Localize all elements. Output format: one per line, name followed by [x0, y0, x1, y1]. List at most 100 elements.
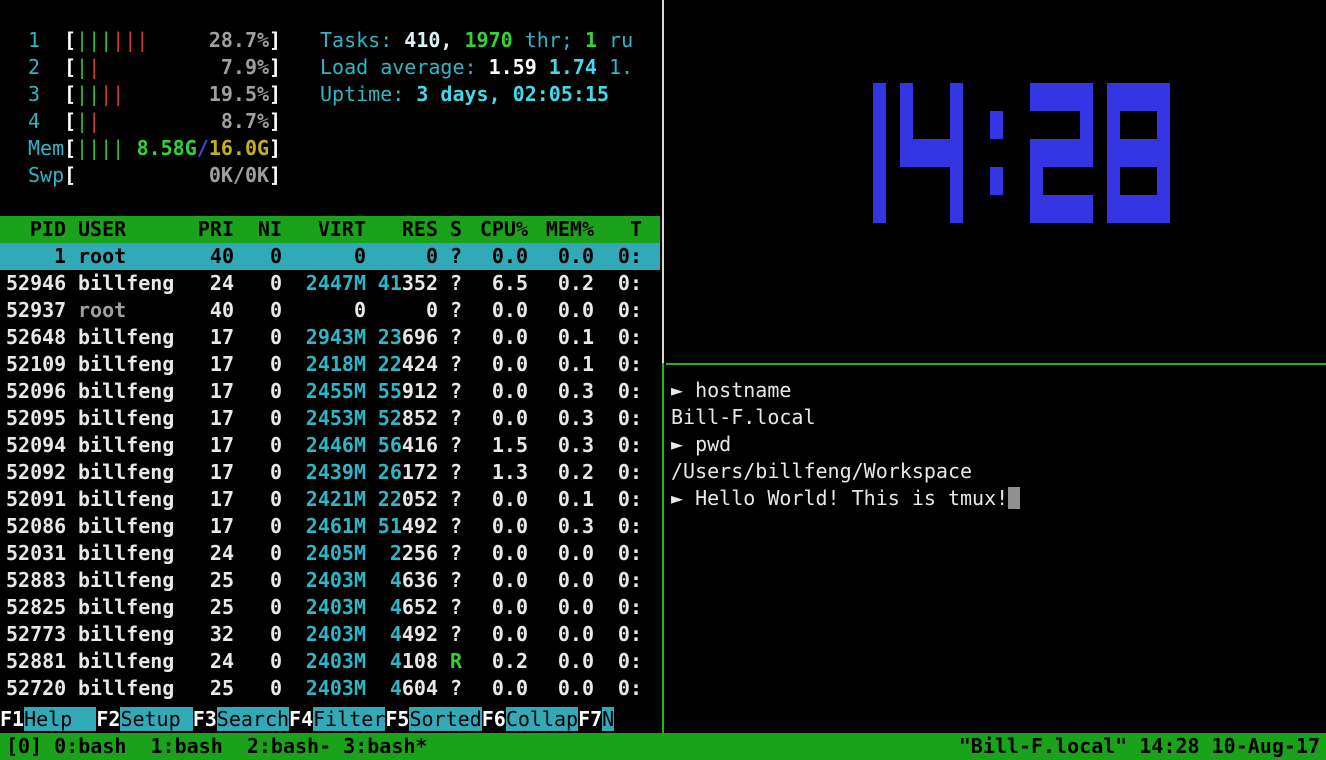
process-row[interactable]: 52937 root 40 0 0 0? 0.0 0.0 0: [0, 297, 660, 324]
terminal-line: Bill-F.local [671, 404, 1326, 431]
meter-bracket: ] [269, 55, 282, 79]
process-row[interactable]: 52881 billfeng 24 0 2403M 4108 R 0.2 0.0 0: [0, 648, 660, 675]
process-row[interactable]: 1 root 40 0 0 0? 0.0 0.0 0: [0, 243, 660, 270]
priority-cell: 24 [209, 271, 234, 295]
fkey-item-f2[interactable]: F2Setup [96, 706, 193, 733]
summary-segment [452, 28, 464, 52]
clock-cell [872, 111, 886, 139]
clock-cell [872, 167, 886, 195]
clock-pane[interactable] [666, 0, 1326, 360]
cpu-percent-cell: 0.0 [491, 406, 528, 430]
cpu-percent-cell: 1.3 [491, 460, 528, 484]
meter-label: 2 [28, 55, 41, 79]
clock-cell [949, 139, 963, 167]
res-cell: 22424 [366, 351, 438, 378]
fkey-item-f4[interactable]: F4Filter [289, 706, 386, 733]
time-cell: 0: [617, 379, 642, 403]
process-row[interactable]: 52773 billfeng 32 0 2403M 4492? 0.0 0.0 0: [0, 621, 660, 648]
process-row[interactable]: 52031 billfeng 24 0 2405M 2256? 0.0 0.0 0: [0, 540, 660, 567]
meter-bracket: [ [64, 109, 77, 133]
res-cell: 26172 [366, 459, 438, 486]
fkey-item-f7[interactable]: F7N [578, 706, 615, 733]
summary-segment [537, 55, 549, 79]
clock-cell [989, 111, 1003, 139]
tmux-window-item[interactable]: 2:bash- [246, 734, 344, 758]
prompt-arrow-icon: ► [671, 432, 696, 456]
process-row[interactable]: 52092 billfeng 17 0 2439M 26172? 1.3 0.2 0: [0, 459, 660, 486]
fkey-number: F6 [481, 707, 506, 731]
process-row[interactable]: 52883 billfeng 25 0 2403M 4636? 0.0 0.0 0: [0, 567, 660, 594]
time-cell: 0: [617, 271, 642, 295]
meter-bracket: ] [269, 82, 282, 106]
process-row[interactable]: 52648 billfeng 17 0 2943M 23696? 0.0 0.1 0: [0, 324, 660, 351]
state-cell: ? [449, 244, 462, 268]
state-cell: ? [449, 298, 462, 322]
pid-cell: 52773 [6, 622, 67, 646]
pid-cell: 52937 [6, 298, 67, 322]
process-row[interactable]: 52091 billfeng 17 0 2421M 22052? 0.0 0.1 0: [0, 486, 660, 513]
process-row[interactable]: 52094 billfeng 17 0 2446M 56416? 1.5 0.3 0: [0, 432, 660, 459]
mem-percent-cell: 0.2 [557, 271, 594, 295]
meter-value-segment: 16.0G [208, 136, 270, 160]
state-cell: ? [449, 433, 462, 457]
fkey-item-f3[interactable]: F3Search [193, 706, 290, 733]
clock-cell [1042, 195, 1080, 223]
time-cell: 0: [617, 622, 642, 646]
clock-cell [899, 139, 913, 167]
res-rest: 256 [401, 541, 438, 565]
clock-cell [1079, 83, 1093, 111]
meter-bars: |||| [76, 135, 124, 162]
res-megabytes: 4 [389, 649, 402, 673]
fkey-item-f5[interactable]: F5Sorted [385, 706, 482, 733]
process-row[interactable]: 52720 billfeng 25 0 2403M 4604? 0.0 0.0 0: [0, 675, 660, 702]
user-cell: billfeng [78, 568, 175, 592]
meter-bracket: [ [64, 82, 77, 106]
clock-cell [899, 83, 913, 111]
tmux-status-bar: [0] 0:bash 1:bash 2:bash- 3:bash* "Bill-… [0, 733, 1326, 760]
summary-segment: thr; [512, 28, 585, 52]
tmux-window-item[interactable]: 3:bash* [343, 734, 428, 758]
process-row[interactable]: 52096 billfeng 17 0 2455M 55912? 0.0 0.3 0: [0, 378, 660, 405]
pane-border-horizontal[interactable] [666, 360, 1326, 367]
nice-cell: 0 [269, 676, 282, 700]
user-cell: billfeng [78, 622, 175, 646]
time-cell: 0: [617, 352, 642, 376]
pid-cell: 52883 [6, 568, 67, 592]
pid-cell: 52825 [6, 595, 67, 619]
tmux-window-item[interactable]: 1:bash [150, 734, 247, 758]
fkey-item-f1[interactable]: F1Help [0, 706, 97, 733]
cpu-percent-cell: 6.5 [491, 271, 528, 295]
table-header-row[interactable]: PID USER PRI NI VIRT RES S CPU% MEM% T [0, 216, 660, 243]
cpu-percent-cell: 0.0 [491, 325, 528, 349]
cpu-percent-cell: 1.5 [491, 433, 528, 457]
process-row[interactable]: 52825 billfeng 25 0 2403M 4652? 0.0 0.0 0: [0, 594, 660, 621]
fkey-item-f6[interactable]: F6Collap [481, 706, 579, 733]
clock-cell [1156, 195, 1170, 223]
res-megabytes: 2 [389, 541, 402, 565]
htop-meters: 1[|||||| 28.7%] 2[|| 7.9%] 3[|||| 19.5%] 4[|| 8… [0, 27, 281, 189]
mem-percent-cell: 0.3 [557, 406, 594, 430]
clock-cell [900, 195, 913, 223]
tmux-window-item[interactable]: 0:bash [54, 734, 151, 758]
clock-cell [823, 111, 836, 139]
clock-digit [823, 83, 886, 223]
res-megabytes: 55 [377, 379, 402, 403]
user-cell: billfeng [78, 352, 175, 376]
process-row[interactable]: 52109 billfeng 17 0 2418M 22424? 0.0 0.1 0: [0, 351, 660, 378]
summary-segment: 3 days, 02:05:15 [416, 82, 609, 106]
clock-cell [836, 195, 873, 223]
pane-border-vertical[interactable] [660, 0, 666, 733]
meter-bar-segment: ||| [76, 28, 113, 52]
htop-pane[interactable]: 1[|||||| 28.7%] 2[|| 7.9%] 3[|||| 19.5%] 4[|| 8… [0, 0, 660, 733]
user-cell: root [78, 244, 127, 268]
process-row[interactable]: 52095 billfeng 17 0 2453M 52852? 0.0 0.3 0: [0, 405, 660, 432]
process-row[interactable]: 52086 billfeng 17 0 2461M 51492? 0.0 0.3 0: [0, 513, 660, 540]
virt-cell: 2403M [305, 622, 366, 646]
terminal-pane[interactable]: ► hostname Bill-F.local ► pwd/Users/billfe… [666, 367, 1326, 733]
nice-cell: 0 [269, 487, 282, 511]
terminal-text: /Users/billfeng/Workspace [671, 459, 973, 483]
state-cell: ? [449, 487, 462, 511]
process-row[interactable]: 52946 billfeng 24 0 2447M 41352? 6.5 0.2 0: [0, 270, 660, 297]
clock-cell [1079, 195, 1093, 223]
meter-value: 0K/0K [209, 162, 269, 189]
